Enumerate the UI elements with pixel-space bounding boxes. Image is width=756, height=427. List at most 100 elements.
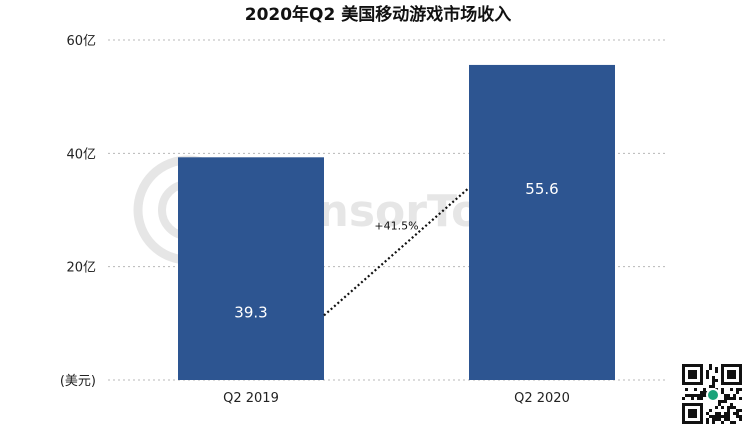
- qr-module: [730, 397, 733, 400]
- qr-module: [721, 400, 724, 403]
- qr-module: [712, 418, 715, 421]
- qr-module: [736, 412, 739, 415]
- qr-module: [706, 370, 709, 373]
- qr-module: [697, 394, 700, 397]
- qr-module: [739, 388, 742, 391]
- qr-module: [703, 391, 706, 394]
- qr-module: [727, 418, 730, 421]
- qr-module: [724, 397, 727, 400]
- qr-module: [712, 379, 715, 382]
- qr-module: [718, 400, 721, 403]
- qr-module: [715, 370, 718, 373]
- qr-module: [718, 418, 721, 421]
- category-label: Q2 2019: [223, 391, 279, 406]
- qr-module: [736, 388, 739, 391]
- qr-module: [715, 406, 718, 409]
- qr-module: [700, 391, 703, 394]
- qr-module: [727, 412, 730, 415]
- category-label: Q2 2020: [514, 391, 570, 406]
- qr-module: [724, 394, 727, 397]
- qr-module: [706, 418, 709, 421]
- qr-module: [724, 400, 727, 403]
- y-tick-label: 60亿: [66, 34, 96, 49]
- bars: [178, 64, 615, 380]
- qr-module: [706, 421, 709, 424]
- qr-module: [706, 412, 709, 415]
- qr-module: [706, 373, 709, 376]
- qr-module: [709, 367, 712, 370]
- labels: 60亿 40亿 20亿 (美元) 39.3 Q2 2019 55.6 Q2 2020 +41.5…: [60, 34, 570, 406]
- qr-module: [694, 394, 697, 397]
- qr-module: [715, 379, 718, 382]
- qr-code: [680, 362, 744, 426]
- y-tick-label: (美元): [60, 374, 96, 389]
- qr-module: [727, 406, 730, 409]
- bar-value-label: 55.6: [525, 180, 558, 198]
- qr-module: [712, 385, 715, 388]
- qr-module: [733, 421, 736, 424]
- qr-module: [709, 409, 712, 412]
- qr-module: [724, 415, 727, 418]
- qr-logo-dot: [708, 390, 718, 400]
- qr-module: [739, 418, 742, 421]
- qr-module: [691, 394, 694, 397]
- qr-module: [709, 385, 712, 388]
- qr-module: [709, 415, 712, 418]
- qr-module: [709, 364, 712, 367]
- qr-module: [733, 394, 736, 397]
- qr-module: [682, 397, 685, 400]
- qr-finder-core: [688, 409, 697, 418]
- qr-module: [721, 415, 724, 418]
- qr-module: [712, 415, 715, 418]
- qr-module: [706, 376, 709, 379]
- qr-module: [715, 367, 718, 370]
- qr-module: [724, 418, 727, 421]
- qr-module: [700, 397, 703, 400]
- qr-module: [727, 397, 730, 400]
- qr-module: [730, 388, 733, 391]
- qr-module: [688, 394, 691, 397]
- y-tick-label: 20亿: [66, 261, 96, 276]
- qr-module: [727, 409, 730, 412]
- qr-module: [739, 409, 742, 412]
- qr-module: [685, 388, 688, 391]
- qr-module: [730, 406, 733, 409]
- bar: [469, 64, 615, 380]
- qr-module: [715, 412, 718, 415]
- qr-module: [739, 415, 742, 418]
- qr-module: [715, 415, 718, 418]
- qr-module: [700, 394, 703, 397]
- chart-title: 2020年Q2 美国移动游戏市场收入: [245, 4, 512, 25]
- qr-module: [721, 388, 724, 391]
- qr-module: [715, 418, 718, 421]
- qr-module: [718, 415, 721, 418]
- qr-module: [721, 406, 724, 409]
- qr-module: [736, 391, 739, 394]
- qr-module: [733, 412, 736, 415]
- qr-module: [721, 421, 724, 424]
- qr-module: [697, 397, 700, 400]
- qr-module: [736, 415, 739, 418]
- qr-module: [724, 412, 727, 415]
- qr-module: [727, 415, 730, 418]
- qr-module: [712, 382, 715, 385]
- bar-value-label: 39.3: [234, 304, 267, 322]
- qr-module: [694, 388, 697, 391]
- qr-module: [733, 397, 736, 400]
- qr-finder-core: [727, 370, 736, 379]
- qr-module: [718, 412, 721, 415]
- qr-module: [730, 421, 733, 424]
- qr-module: [703, 394, 706, 397]
- qr-module: [691, 397, 694, 400]
- qr-finder-core: [688, 370, 697, 379]
- qr-module: [703, 388, 706, 391]
- y-tick-label: 40亿: [66, 147, 96, 162]
- bar: [178, 157, 324, 380]
- qr-module: [733, 406, 736, 409]
- qr-module: [685, 394, 688, 397]
- qr-module: [739, 397, 742, 400]
- qr-module: [712, 421, 715, 424]
- growth-connector: [323, 186, 470, 317]
- qr-module: [718, 403, 721, 406]
